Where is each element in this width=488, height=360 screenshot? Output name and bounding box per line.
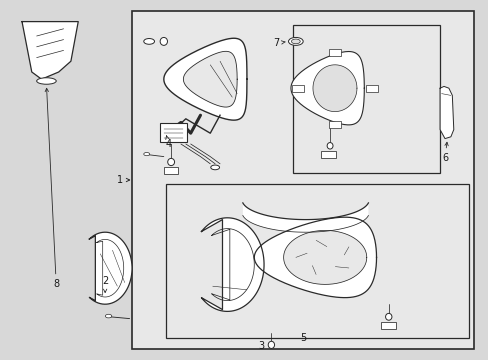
Bar [132, 11, 473, 349]
Polygon shape [254, 217, 376, 298]
Polygon shape [439, 86, 453, 139]
Ellipse shape [210, 165, 219, 170]
Polygon shape [312, 65, 356, 112]
Bar [328, 121, 340, 128]
Ellipse shape [326, 143, 332, 149]
Polygon shape [163, 38, 246, 120]
Polygon shape [290, 51, 364, 125]
Bar [293, 25, 439, 173]
Text: 5: 5 [300, 333, 305, 343]
Ellipse shape [291, 39, 300, 44]
Bar [292, 85, 304, 92]
Ellipse shape [167, 158, 174, 166]
Text: 6: 6 [441, 142, 447, 163]
Bar [381, 322, 395, 329]
Text: 2: 2 [102, 276, 108, 292]
Ellipse shape [143, 152, 149, 156]
Text: 4: 4 [165, 136, 171, 149]
Bar [160, 123, 186, 142]
Text: 1: 1 [117, 175, 129, 185]
Ellipse shape [288, 37, 303, 45]
Bar [163, 167, 178, 174]
Ellipse shape [143, 39, 154, 44]
Bar [321, 151, 335, 158]
Polygon shape [22, 22, 78, 79]
Bar [166, 184, 468, 338]
Text: 8: 8 [45, 88, 59, 289]
Ellipse shape [385, 313, 391, 320]
Polygon shape [283, 230, 366, 284]
Polygon shape [89, 232, 132, 304]
Polygon shape [243, 203, 367, 232]
Bar [328, 49, 340, 56]
Bar [365, 85, 377, 92]
Text: 3: 3 [258, 341, 264, 351]
Ellipse shape [37, 78, 56, 84]
Text: 7: 7 [273, 38, 285, 48]
Polygon shape [201, 218, 264, 311]
Polygon shape [183, 51, 237, 107]
Ellipse shape [268, 341, 274, 348]
Ellipse shape [105, 314, 111, 318]
Ellipse shape [160, 37, 167, 45]
